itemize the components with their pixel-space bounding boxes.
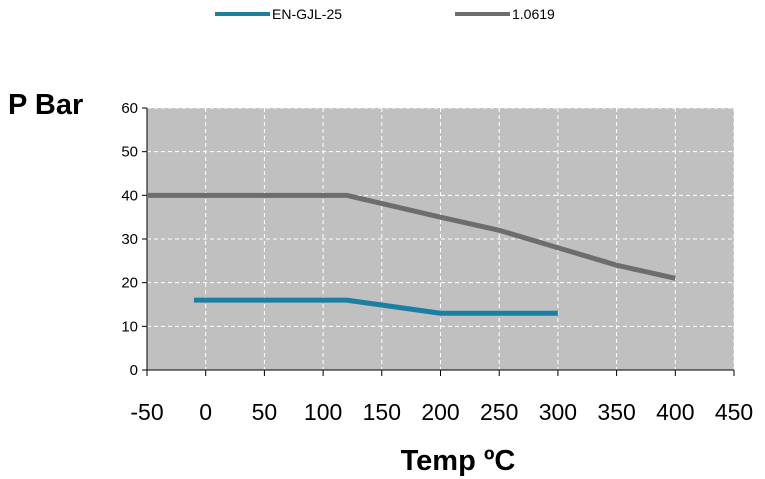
x-tick-label: 350 <box>597 399 635 425</box>
x-tick-label: 450 <box>715 399 753 425</box>
x-tick-label: 0 <box>199 399 212 425</box>
x-tick-label: -50 <box>130 399 163 425</box>
x-tick-label: 250 <box>480 399 518 425</box>
x-axis-label: Temp ºC <box>401 445 516 477</box>
gridlines <box>147 107 735 370</box>
y-axis-label: P Bar <box>8 89 83 121</box>
y-tick-label: 0 <box>130 362 138 379</box>
legend-label-1: EN-GJL-25 <box>272 6 342 22</box>
y-tick-label: 30 <box>121 231 138 248</box>
series-line-1 <box>193 297 558 316</box>
series-layer <box>147 192 676 316</box>
axes <box>142 107 735 376</box>
legend: EN-GJL-25 1.0619 <box>215 6 555 22</box>
x-tick-label: 50 <box>252 399 278 425</box>
y-tick-labels: 0 10 20 30 40 50 60 <box>121 100 138 379</box>
y-tick-label: 60 <box>121 100 138 117</box>
x-tick-label: 300 <box>539 399 577 425</box>
legend-label-2: 1.0619 <box>512 6 555 22</box>
y-tick-label: 40 <box>121 187 138 204</box>
x-tick-label: 200 <box>421 399 459 425</box>
series-line-2 <box>147 192 676 281</box>
x-tick-label: 400 <box>656 399 694 425</box>
x-tick-label: 150 <box>363 399 401 425</box>
y-tick-label: 10 <box>121 318 138 335</box>
x-tick-labels: -50 0 50 100 150 200 250 300 350 400 450 <box>130 399 753 425</box>
y-tick-label: 20 <box>121 275 138 292</box>
y-tick-label: 50 <box>121 144 138 161</box>
x-tick-label: 100 <box>304 399 342 425</box>
